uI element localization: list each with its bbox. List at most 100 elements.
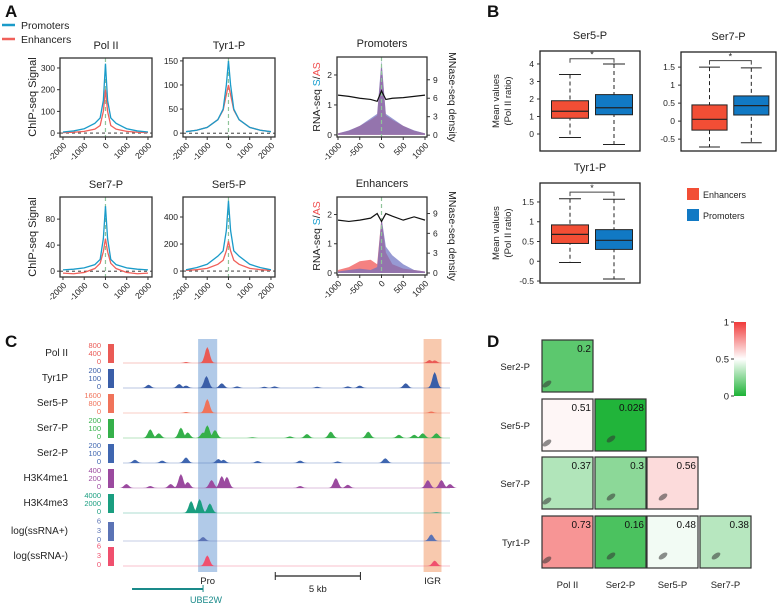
label-separator: / bbox=[311, 215, 323, 218]
row-label: Ser2-P bbox=[500, 362, 530, 373]
x-tick-label: -2000 bbox=[169, 280, 192, 303]
plot-frame bbox=[336, 56, 428, 138]
signal-peak bbox=[141, 429, 160, 438]
y-tick-label: 0 bbox=[327, 130, 332, 140]
y-axis-label: Mean values bbox=[491, 206, 502, 260]
signal-peak bbox=[291, 460, 310, 463]
x-tick-label: -500 bbox=[346, 140, 365, 159]
signal-peak bbox=[190, 499, 209, 513]
panel-label-c: C bbox=[5, 332, 17, 351]
plot-title: Ser5-P bbox=[573, 30, 607, 42]
track-label: Ser2-P bbox=[37, 448, 68, 459]
track-color-bar bbox=[108, 469, 114, 488]
y-tick-label: 0.5 bbox=[522, 236, 534, 246]
x-tick-label: 1000 bbox=[410, 140, 431, 161]
significance-bracket bbox=[569, 191, 615, 197]
y-tick-label: 50 bbox=[169, 104, 179, 114]
highlight-region-pro bbox=[198, 339, 218, 572]
colorbar-tick-label: 0 bbox=[724, 392, 729, 403]
track-label: Ser7-P bbox=[37, 423, 68, 434]
x-tick-label: 0 bbox=[223, 140, 234, 151]
heatmap-cell bbox=[594, 398, 647, 452]
x-tick-label: 1000 bbox=[235, 140, 256, 161]
track-scale-label: 200 bbox=[88, 366, 101, 375]
y-tick-label: 0 bbox=[50, 266, 55, 276]
x-tick-label: -500 bbox=[346, 278, 365, 297]
signal-peak bbox=[125, 459, 144, 463]
signal-peak bbox=[202, 480, 221, 488]
signal-peak bbox=[425, 372, 444, 388]
colorbar bbox=[734, 322, 746, 396]
x-tick-label: 500 bbox=[392, 140, 409, 157]
y-tick-label: 1 bbox=[670, 80, 675, 90]
track-scale-label: 800 bbox=[88, 399, 101, 408]
y-tick-label: 1 bbox=[529, 111, 534, 121]
sense-area bbox=[338, 59, 425, 135]
panel-label-a: A bbox=[5, 2, 17, 21]
y2-tick-label: 9 bbox=[433, 209, 438, 219]
x-tick-label: -2000 bbox=[46, 280, 69, 303]
signal-peak bbox=[338, 386, 357, 388]
panel-d: Ser2-P Ser5-P Ser7-P Tyr1-P Pol II Ser2-P Ser5… bbox=[500, 318, 752, 591]
signal-peak bbox=[326, 478, 345, 488]
track-scale-label: 6 bbox=[97, 542, 101, 551]
signal-peak bbox=[177, 385, 196, 388]
y-axis-label: (Pol II ratio) bbox=[503, 76, 514, 125]
y-tick-label: 4 bbox=[529, 59, 534, 69]
track-label: H3K4me1 bbox=[24, 473, 69, 484]
correlation-value: 0.38 bbox=[730, 520, 750, 531]
box-promoters bbox=[595, 229, 633, 250]
y-tick-label: 100 bbox=[41, 106, 55, 116]
y-tick-label: 0 bbox=[50, 128, 55, 138]
correlation-value: 0.3 bbox=[630, 461, 644, 472]
signal-peak bbox=[214, 459, 233, 463]
signal-peak bbox=[212, 383, 231, 388]
legend-label: Promoters bbox=[21, 20, 69, 32]
row-label: Ser5-P bbox=[500, 421, 530, 432]
legend-label: Enhancers bbox=[21, 34, 71, 46]
y2-axis-label: MNase-seq density bbox=[446, 52, 458, 143]
y-tick-label: -0.5 bbox=[519, 276, 534, 286]
x-tick-label: -1000 bbox=[190, 140, 213, 163]
signal-peak bbox=[432, 480, 451, 488]
significance-star: * bbox=[590, 183, 594, 193]
signal-peak bbox=[396, 383, 415, 388]
signal-peak bbox=[198, 399, 217, 413]
signal-peak bbox=[265, 386, 284, 388]
signal-peak bbox=[425, 560, 444, 566]
y-axis-label: RNA-seq S/AS bbox=[311, 62, 323, 131]
x-tick-label: -2000 bbox=[169, 140, 192, 163]
plot-title: Ser7-P bbox=[711, 31, 745, 43]
heatmap-cell bbox=[646, 515, 699, 569]
track-color-bar bbox=[108, 369, 114, 388]
scatter-cloud bbox=[658, 493, 668, 501]
plot-frame bbox=[336, 196, 428, 276]
y-tick-label: 40 bbox=[46, 240, 56, 250]
legend-label: Enhancers bbox=[703, 190, 747, 200]
label-antisense: AS bbox=[311, 62, 323, 76]
signal-peak bbox=[297, 434, 316, 438]
y-tick-label: -0.5 bbox=[660, 134, 675, 144]
track-scale-label: 0 bbox=[97, 407, 101, 416]
x-tick-label: -1000 bbox=[190, 280, 213, 303]
signal-peak bbox=[170, 384, 189, 388]
scatter-cloud bbox=[542, 497, 552, 505]
y-tick-label: 1.5 bbox=[663, 62, 675, 72]
x-tick-label: -1000 bbox=[321, 278, 344, 301]
y-tick-label: 1 bbox=[327, 239, 332, 249]
track-scale-label: 1600 bbox=[84, 391, 101, 400]
track-scale-label: 2000 bbox=[84, 499, 101, 508]
y2-tick-label: 3 bbox=[433, 248, 438, 258]
signal-peak bbox=[291, 486, 310, 488]
signal-peak bbox=[217, 476, 236, 488]
y-tick-label: 150 bbox=[164, 56, 178, 66]
signal-peak bbox=[177, 362, 196, 363]
signal-peak bbox=[177, 412, 196, 413]
x-tick-label: 1000 bbox=[112, 140, 133, 161]
track-scale-label: 400 bbox=[88, 349, 101, 358]
y2-tick-label: 3 bbox=[433, 112, 438, 122]
plot-title: Enhancers bbox=[356, 178, 409, 190]
plot-title: Tyr1-P bbox=[213, 40, 245, 52]
track-label: log(ssRNA-) bbox=[14, 551, 68, 562]
